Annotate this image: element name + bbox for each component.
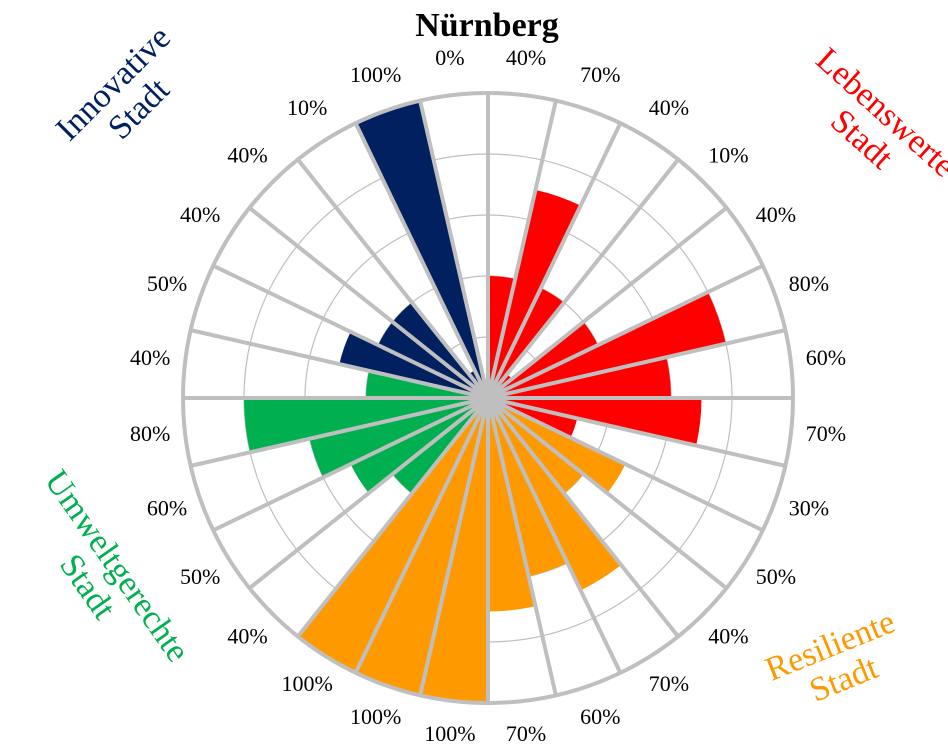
spoke: [486, 396, 728, 590]
bar: [355, 398, 488, 696]
spoke: [212, 263, 489, 400]
group-label: ResilienteStadt: [760, 603, 913, 722]
bar: [488, 321, 598, 398]
spoke: [353, 122, 490, 399]
spoke: [487, 328, 786, 400]
spoke: [248, 396, 490, 590]
bar: [378, 321, 488, 398]
spoke: [486, 397, 623, 674]
spoke: [487, 263, 764, 400]
spoke: [190, 328, 489, 400]
spoke: [248, 206, 490, 400]
bar: [488, 398, 626, 494]
spoke: [212, 396, 489, 533]
value-label: 30%: [789, 495, 829, 520]
spoke: [486, 158, 680, 400]
value-label: 40%: [180, 202, 220, 227]
spoke: [486, 396, 680, 638]
value-label: 10%: [287, 95, 327, 120]
spoke: [418, 397, 490, 696]
spoke: [487, 396, 764, 533]
spoke: [486, 397, 558, 696]
value-label: 100%: [424, 721, 475, 746]
value-label: 40%: [708, 623, 748, 648]
outer-circle: [181, 91, 795, 705]
value-label: 0%: [435, 45, 464, 70]
bar: [297, 398, 488, 673]
spoke: [486, 100, 558, 399]
value-label: 70%: [506, 721, 546, 746]
value-label: 60%: [580, 704, 620, 729]
value-label: 50%: [756, 564, 796, 589]
value-label: 50%: [147, 271, 187, 296]
bar: [392, 398, 488, 494]
value-label: 80%: [789, 271, 829, 296]
value-label: 70%: [580, 62, 620, 87]
value-label: 100%: [350, 704, 401, 729]
chart-title: Nürnberg: [415, 7, 559, 44]
bar: [488, 398, 584, 494]
spoke: [296, 158, 490, 400]
value-label: 70%: [806, 421, 846, 446]
spoke: [486, 206, 728, 400]
value-label: 70%: [649, 671, 689, 696]
spoke: [190, 396, 489, 468]
value-label: 40%: [756, 202, 796, 227]
value-label: 40%: [227, 623, 267, 648]
bar: [392, 302, 488, 398]
group-label: InnovativeStadt: [49, 19, 203, 173]
spoke: [353, 397, 490, 674]
spoke: [486, 122, 623, 399]
value-label: 80%: [130, 421, 170, 446]
bar: [350, 398, 488, 494]
value-label: 50%: [180, 564, 220, 589]
value-label: 10%: [708, 143, 748, 168]
value-label: 60%: [806, 345, 846, 370]
value-label: 100%: [281, 671, 332, 696]
value-label: 40%: [506, 45, 546, 70]
value-label: 40%: [227, 143, 267, 168]
value-label: 40%: [649, 95, 689, 120]
bar: [488, 288, 565, 398]
bar: [488, 398, 622, 591]
group-label: LebenswerteStadt: [785, 41, 948, 211]
spoke: [418, 100, 490, 399]
spoke: [296, 396, 490, 638]
value-label: 60%: [147, 495, 187, 520]
spoke: [487, 396, 786, 468]
value-label: 40%: [130, 345, 170, 370]
bar: [355, 100, 488, 399]
value-label: 100%: [350, 62, 401, 87]
